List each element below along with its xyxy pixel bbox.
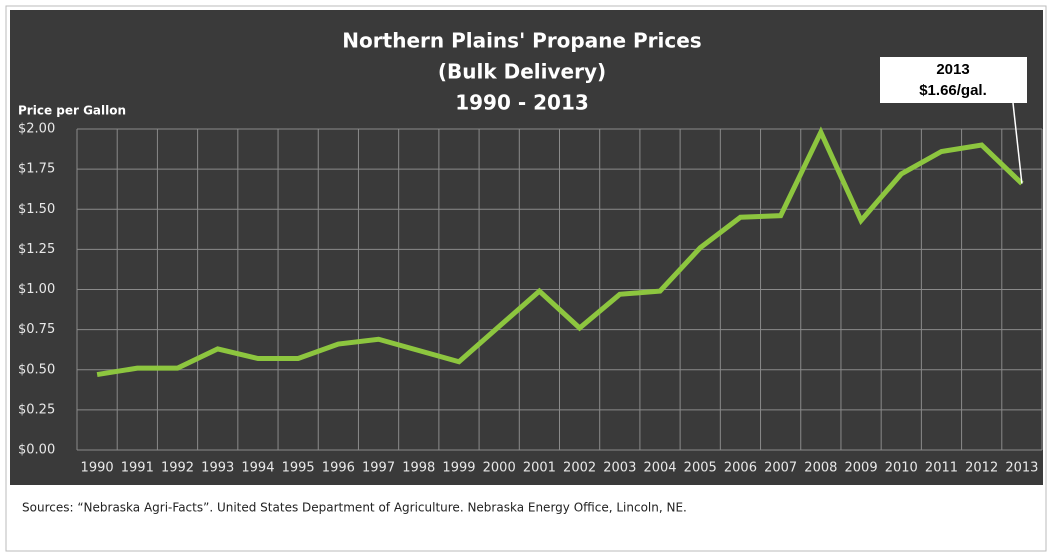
annotation-text: $1.66/gal. (919, 82, 987, 99)
x-tick-label: 1991 (121, 461, 154, 476)
y-tick-label: $1.50 (18, 202, 55, 217)
y-tick-label: $0.25 (18, 402, 55, 417)
y-tick-label: $2.00 (18, 122, 55, 137)
x-tick-label: 2003 (603, 461, 636, 476)
chart-title: Northern Plains' Propane Prices (342, 29, 701, 53)
x-tick-label: 2000 (483, 461, 516, 476)
grid (76, 128, 1043, 451)
x-tick-label: 2009 (845, 461, 878, 476)
x-tick-label: 2004 (643, 461, 676, 476)
x-tick-label: 1990 (81, 461, 114, 476)
x-tick-label: 1993 (201, 461, 234, 476)
x-tick-label: 1996 (322, 461, 355, 476)
x-tick-label: 2001 (523, 461, 556, 476)
y-tick-label: $0.75 (18, 322, 55, 337)
x-tick-label: 1995 (282, 461, 315, 476)
x-tick-label: 2013 (1005, 461, 1038, 476)
x-tick-label: 1999 (442, 461, 475, 476)
x-tick-label: 2006 (724, 461, 757, 476)
x-tick-label: 2011 (925, 461, 958, 476)
y-tick-label: $1.25 (18, 242, 55, 257)
y-tick-label: $1.00 (18, 282, 55, 297)
x-tick-label: 1997 (362, 461, 395, 476)
x-tick-label: 2010 (885, 461, 918, 476)
x-tick-label: 2007 (764, 461, 797, 476)
y-tick-label: $0.00 (18, 443, 55, 458)
source-note: Sources: “Nebraska Agri-Facts”. United S… (22, 501, 687, 515)
x-tick-label: 2002 (563, 461, 596, 476)
y-tick-label: $0.50 (18, 362, 55, 377)
x-tick-label: 2008 (804, 461, 837, 476)
annotation-text: 2013 (936, 61, 969, 78)
x-tick-label: 2005 (684, 461, 717, 476)
line-series (96, 126, 1024, 378)
x-tick-label: 1998 (402, 461, 435, 476)
chart-years: 1990 - 2013 (455, 91, 589, 115)
y-axis-label: Price per Gallon (18, 104, 126, 118)
chart-area (10, 10, 1043, 485)
y-tick-label: $1.75 (18, 162, 55, 177)
annotation-box (880, 57, 1027, 103)
x-tick-label: 1994 (241, 461, 274, 476)
annotation-pointer (1012, 102, 1023, 184)
x-tick-label: 2012 (965, 461, 998, 476)
chart-subtitle: (Bulk Delivery) (438, 60, 606, 84)
x-tick-label: 1992 (161, 461, 194, 476)
